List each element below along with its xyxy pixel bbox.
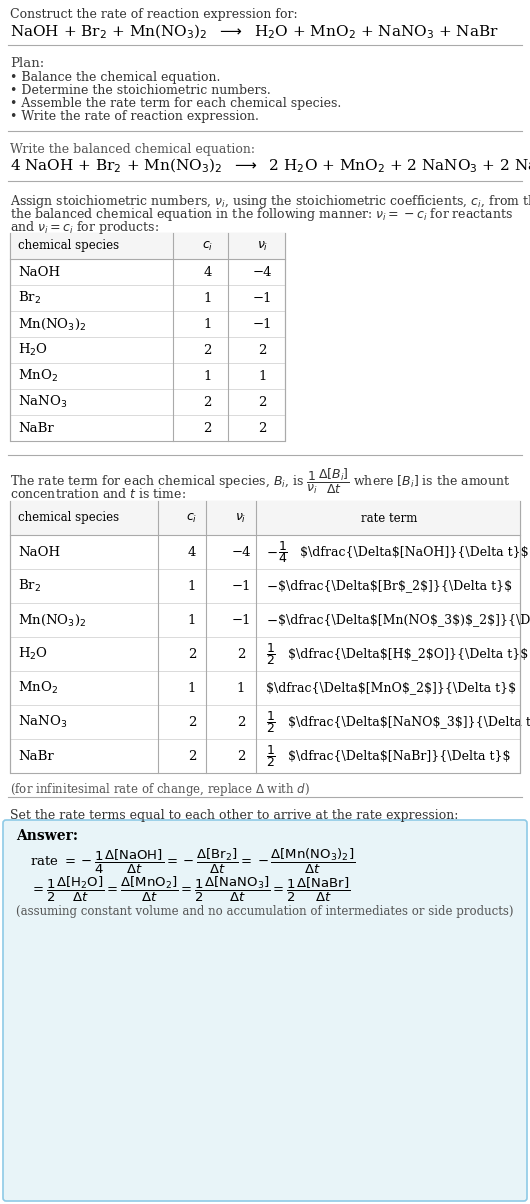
- Text: Br$_2$: Br$_2$: [18, 290, 41, 306]
- Text: NaNO$_3$: NaNO$_3$: [18, 394, 67, 411]
- Text: Plan:: Plan:: [10, 57, 44, 70]
- Text: Assign stoichiometric numbers, $\nu_i$, using the stoichiometric coefficients, $: Assign stoichiometric numbers, $\nu_i$, …: [10, 193, 530, 209]
- Text: H$_2$O: H$_2$O: [18, 342, 48, 358]
- Text: MnO$_2$: MnO$_2$: [18, 680, 58, 696]
- Text: 2: 2: [204, 395, 211, 408]
- Text: $-$: $-$: [266, 545, 278, 559]
- Text: 1: 1: [188, 614, 196, 626]
- Text: $c_i$: $c_i$: [187, 512, 198, 525]
- Text: $c_i$: $c_i$: [202, 240, 213, 253]
- Text: NaOH + Br$_2$ + Mn(NO$_3$)$_2$  $\longrightarrow$  H$_2$O + MnO$_2$ + NaNO$_3$ +: NaOH + Br$_2$ + Mn(NO$_3$)$_2$ $\longrig…: [10, 23, 499, 41]
- Text: $-$: $-$: [266, 614, 278, 626]
- Text: Mn(NO$_3$)$_2$: Mn(NO$_3$)$_2$: [18, 613, 86, 627]
- Text: 1: 1: [258, 370, 267, 383]
- Text: • Determine the stoichiometric numbers.: • Determine the stoichiometric numbers.: [10, 84, 271, 98]
- Text: $\dfrac{\Delta$[NaBr]}{\Delta t}$: $\dfrac{\Delta$[NaBr]}{\Delta t}$: [288, 750, 510, 762]
- Text: 1: 1: [204, 291, 211, 305]
- Text: 4: 4: [188, 545, 196, 559]
- Text: −1: −1: [253, 291, 272, 305]
- Text: −4: −4: [231, 545, 251, 559]
- Text: chemical species: chemical species: [18, 512, 119, 525]
- Bar: [10, 234, 285, 259]
- Text: Br$_2$: Br$_2$: [18, 578, 41, 594]
- Text: NaNO$_3$: NaNO$_3$: [18, 714, 67, 730]
- Text: NaBr: NaBr: [18, 750, 54, 762]
- Text: 2: 2: [237, 750, 245, 762]
- Bar: [10, 234, 285, 441]
- Text: $\dfrac{\Delta$[NaOH]}{\Delta t}$: $\dfrac{\Delta$[NaOH]}{\Delta t}$: [300, 545, 528, 559]
- Text: 1: 1: [237, 681, 245, 695]
- Text: 2: 2: [204, 343, 211, 356]
- Text: 1: 1: [204, 370, 211, 383]
- Text: (for infinitesimal rate of change, replace $\Delta$ with $d$): (for infinitesimal rate of change, repla…: [10, 781, 310, 798]
- Text: 4: 4: [204, 266, 211, 278]
- Text: 2: 2: [188, 715, 196, 728]
- Text: $\dfrac{1}{2}$: $\dfrac{1}{2}$: [266, 641, 276, 667]
- Text: 2: 2: [258, 421, 267, 435]
- Text: −1: −1: [231, 579, 251, 592]
- Text: −1: −1: [253, 318, 272, 331]
- Text: chemical species: chemical species: [18, 240, 119, 253]
- Text: the balanced chemical equation in the following manner: $\nu_i = -c_i$ for react: the balanced chemical equation in the fo…: [10, 206, 513, 223]
- Text: $\dfrac{\Delta$[Br$_2$]}{\Delta t}$: $\dfrac{\Delta$[Br$_2$]}{\Delta t}$: [278, 579, 512, 592]
- Text: $\nu_i$: $\nu_i$: [257, 240, 268, 253]
- Text: NaBr: NaBr: [18, 421, 54, 435]
- Text: 2: 2: [188, 648, 196, 661]
- Text: $\dfrac{\Delta$[NaNO$_3$]}{\Delta t}$: $\dfrac{\Delta$[NaNO$_3$]}{\Delta t}$: [288, 715, 530, 728]
- Text: MnO$_2$: MnO$_2$: [18, 368, 58, 384]
- Text: • Write the rate of reaction expression.: • Write the rate of reaction expression.: [10, 110, 259, 123]
- Text: $\dfrac{\Delta$[Mn(NO$_3$)$_2$]}{\Delta t}$: $\dfrac{\Delta$[Mn(NO$_3$)$_2$]}{\Delta …: [278, 614, 530, 626]
- Text: 2: 2: [188, 750, 196, 762]
- Text: $\dfrac{1}{2}$: $\dfrac{1}{2}$: [266, 709, 276, 734]
- Text: Write the balanced chemical equation:: Write the balanced chemical equation:: [10, 143, 255, 157]
- Text: • Assemble the rate term for each chemical species.: • Assemble the rate term for each chemic…: [10, 98, 341, 110]
- Bar: [10, 501, 520, 535]
- Text: Construct the rate of reaction expression for:: Construct the rate of reaction expressio…: [10, 8, 298, 20]
- Text: $\nu_i$: $\nu_i$: [235, 512, 246, 525]
- Text: • Balance the chemical equation.: • Balance the chemical equation.: [10, 71, 220, 84]
- Text: NaOH: NaOH: [18, 545, 60, 559]
- Bar: [10, 501, 520, 773]
- Text: 2: 2: [258, 343, 267, 356]
- Text: $\dfrac{1}{4}$: $\dfrac{1}{4}$: [278, 539, 288, 565]
- Text: NaOH: NaOH: [18, 266, 60, 278]
- Text: $\dfrac{1}{2}$: $\dfrac{1}{2}$: [266, 743, 276, 769]
- Text: 4 NaOH + Br$_2$ + Mn(NO$_3$)$_2$  $\longrightarrow$  2 H$_2$O + MnO$_2$ + 2 NaNO: 4 NaOH + Br$_2$ + Mn(NO$_3$)$_2$ $\longr…: [10, 157, 530, 176]
- FancyBboxPatch shape: [3, 820, 527, 1202]
- Text: 2: 2: [237, 648, 245, 661]
- Text: 2: 2: [258, 395, 267, 408]
- Text: 1: 1: [204, 318, 211, 331]
- Text: H$_2$O: H$_2$O: [18, 647, 48, 662]
- Text: and $\nu_i = c_i$ for products:: and $\nu_i = c_i$ for products:: [10, 219, 159, 236]
- Text: rate $= -\dfrac{1}{4}\dfrac{\Delta[\mathrm{NaOH}]}{\Delta t} = -\dfrac{\Delta[\m: rate $= -\dfrac{1}{4}\dfrac{\Delta[\math…: [30, 846, 356, 877]
- Text: −4: −4: [253, 266, 272, 278]
- Text: $-$: $-$: [266, 579, 278, 592]
- Text: $\dfrac{\Delta$[MnO$_2$]}{\Delta t}$: $\dfrac{\Delta$[MnO$_2$]}{\Delta t}$: [266, 681, 516, 695]
- Text: Mn(NO$_3$)$_2$: Mn(NO$_3$)$_2$: [18, 317, 86, 331]
- Text: −1: −1: [231, 614, 251, 626]
- Text: (assuming constant volume and no accumulation of intermediates or side products): (assuming constant volume and no accumul…: [16, 905, 514, 917]
- Text: 1: 1: [188, 681, 196, 695]
- Text: The rate term for each chemical species, $B_i$, is $\dfrac{1}{\nu_i}\dfrac{\Delt: The rate term for each chemical species,…: [10, 467, 510, 496]
- Text: Set the rate terms equal to each other to arrive at the rate expression:: Set the rate terms equal to each other t…: [10, 809, 458, 822]
- Text: rate term: rate term: [361, 512, 417, 525]
- Text: concentration and $t$ is time:: concentration and $t$ is time:: [10, 486, 186, 501]
- Text: 1: 1: [188, 579, 196, 592]
- Text: $= \dfrac{1}{2}\dfrac{\Delta[\mathrm{H_2O}]}{\Delta t} = \dfrac{\Delta[\mathrm{M: $= \dfrac{1}{2}\dfrac{\Delta[\mathrm{H_2…: [30, 875, 350, 904]
- Text: $\dfrac{\Delta$[H$_2$O]}{\Delta t}$: $\dfrac{\Delta$[H$_2$O]}{\Delta t}$: [288, 648, 528, 661]
- Text: 2: 2: [237, 715, 245, 728]
- Text: Answer:: Answer:: [16, 830, 78, 843]
- Text: 2: 2: [204, 421, 211, 435]
